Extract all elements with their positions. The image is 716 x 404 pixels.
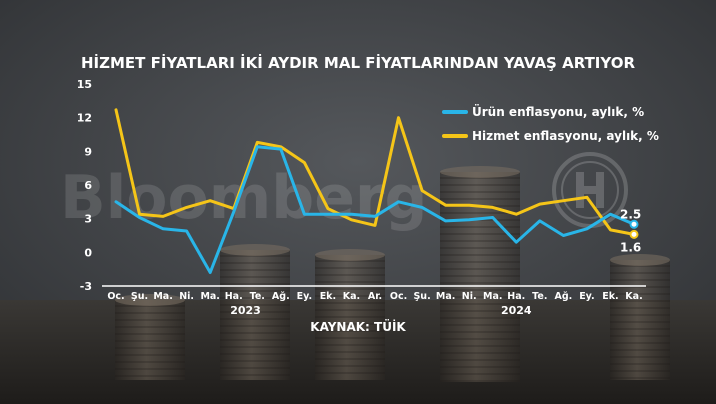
x-tick-label: Ma. [436, 291, 455, 302]
series-end-point [629, 219, 639, 229]
series-lines [114, 108, 639, 274]
x-tick-label: Şu. [131, 291, 148, 302]
coin-top [315, 249, 385, 261]
series-line [114, 108, 636, 236]
legend: Ürün enflasyonu, aylık, % Hizmet enflasyo… [442, 104, 659, 143]
x-tick-label: Ey. [297, 291, 312, 302]
chart-title: HİZMET FİYATLARI İKİ AYDIR MAL FİYATLARI… [81, 53, 635, 72]
source-label: KAYNAK: TÜİK [310, 319, 406, 334]
series-end-label: 2.5 [620, 207, 641, 221]
x-tick-label: Ağ. [272, 291, 290, 302]
axes: -3 0 3 6 9 12 15 Oc. Şu. Ma. Ni. Ma. Ha. Te. Ağ. Ey. Ek.… [77, 78, 646, 317]
x-tick-label: Ek. [320, 291, 336, 302]
end-labels: 2.5 1.6 [620, 207, 641, 254]
x-tick-label: Ni. [462, 291, 477, 302]
y-tick-label: 0 [84, 246, 92, 259]
x-tick-label: Ka. [343, 291, 360, 302]
legend-label: Ürün enflasyonu, aylık, % [472, 104, 644, 119]
x-tick-label: Ha. [225, 291, 243, 302]
x-tick-label: Ka. [625, 291, 642, 302]
series-end-label: 1.6 [620, 240, 641, 254]
y-tick-label: 12 [77, 112, 92, 125]
y-tick-label: -3 [80, 280, 92, 293]
y-tick-label: 15 [77, 78, 92, 91]
x-tick-label: Ni. [179, 291, 194, 302]
series-end-point [629, 229, 639, 239]
year-label: 2023 [230, 304, 261, 317]
x-tick-label: Oc. [107, 291, 124, 302]
x-tick-label: Ma. [153, 291, 172, 302]
y-tick-label: 6 [84, 179, 92, 192]
coin-top [440, 166, 520, 178]
x-tick-label: Te. [250, 291, 265, 302]
x-tick-label: Ar. [368, 291, 382, 302]
bloomberg-watermark: Bloomberg [60, 163, 427, 233]
coin-top [610, 254, 670, 266]
x-tick-label: Ma. [200, 291, 219, 302]
y-tick-label: 9 [84, 145, 92, 158]
x-tick-label: Te. [532, 291, 547, 302]
series-line [114, 145, 636, 274]
y-tick-label: 3 [84, 213, 92, 226]
x-tick-label: Ha. [507, 291, 525, 302]
coin-stacks [115, 166, 670, 382]
x-tick-label: Ey. [579, 291, 594, 302]
legend-label: Hizmet enflasyonu, aylık, % [472, 129, 659, 143]
x-tick-label: Ağ. [554, 291, 572, 302]
x-tick-label: Ek. [602, 291, 618, 302]
x-tick-label: Ma. [483, 291, 502, 302]
coin-top [220, 244, 290, 256]
coin-stack [220, 250, 290, 380]
x-tick-label: Oc. [390, 291, 407, 302]
x-tick-label: Şu. [413, 291, 430, 302]
year-label: 2024 [501, 304, 532, 317]
coin-top [115, 294, 185, 306]
